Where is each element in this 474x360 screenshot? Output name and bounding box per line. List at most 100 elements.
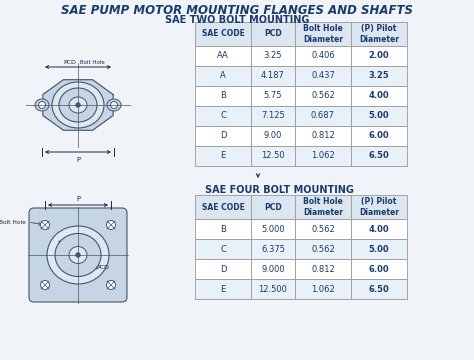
Bar: [251, 86, 295, 106]
Text: C: C: [220, 112, 226, 121]
Bar: [351, 195, 407, 219]
Text: 1.062: 1.062: [311, 152, 335, 161]
Bar: [251, 239, 295, 259]
Bar: [351, 126, 407, 146]
Bar: [295, 146, 351, 166]
Text: 1.062: 1.062: [311, 284, 335, 293]
Text: 5.000: 5.000: [261, 225, 285, 234]
Ellipse shape: [40, 220, 49, 230]
Bar: [195, 106, 251, 126]
Text: (P) Pilot
Diameter: (P) Pilot Diameter: [359, 24, 399, 44]
Polygon shape: [43, 80, 113, 130]
Bar: [351, 279, 407, 299]
Ellipse shape: [107, 280, 116, 289]
Text: SAE FOUR BOLT MOUNTING: SAE FOUR BOLT MOUNTING: [205, 185, 354, 195]
Text: Bolt Hole
Diameter: Bolt Hole Diameter: [303, 24, 343, 44]
Ellipse shape: [76, 253, 80, 257]
Bar: [295, 22, 351, 46]
Bar: [251, 146, 295, 166]
Text: 3.25: 3.25: [369, 72, 389, 81]
Ellipse shape: [52, 82, 104, 128]
Bar: [351, 86, 407, 106]
Bar: [251, 259, 295, 279]
Bar: [251, 126, 295, 146]
Text: B: B: [220, 225, 226, 234]
Bar: [351, 146, 407, 166]
Ellipse shape: [76, 103, 80, 107]
Bar: [195, 46, 251, 66]
Bar: [351, 46, 407, 66]
Text: Bolt Hole: Bolt Hole: [80, 60, 104, 65]
Text: P: P: [76, 196, 80, 202]
Bar: [195, 259, 251, 279]
Text: 6.375: 6.375: [261, 244, 285, 253]
Text: 6.00: 6.00: [369, 265, 389, 274]
Bar: [195, 239, 251, 259]
Bar: [195, 195, 251, 219]
Bar: [195, 126, 251, 146]
Text: B: B: [220, 91, 226, 100]
Bar: [351, 239, 407, 259]
Ellipse shape: [107, 220, 116, 230]
Text: 0.812: 0.812: [311, 265, 335, 274]
Text: SAE PUMP MOTOR MOUNTING FLANGES AND SHAFTS: SAE PUMP MOTOR MOUNTING FLANGES AND SHAF…: [61, 4, 413, 17]
Bar: [295, 106, 351, 126]
Text: 4.187: 4.187: [261, 72, 285, 81]
Ellipse shape: [110, 102, 118, 108]
Bar: [195, 219, 251, 239]
Ellipse shape: [69, 247, 87, 264]
Bar: [351, 22, 407, 46]
Text: E: E: [220, 284, 226, 293]
Text: 9.00: 9.00: [264, 131, 282, 140]
Ellipse shape: [38, 102, 46, 108]
Ellipse shape: [55, 234, 101, 276]
Text: 4.00: 4.00: [369, 225, 389, 234]
Bar: [295, 279, 351, 299]
Bar: [295, 126, 351, 146]
Bar: [251, 195, 295, 219]
Bar: [295, 86, 351, 106]
Text: 5.75: 5.75: [264, 91, 282, 100]
Text: SAE CODE: SAE CODE: [201, 30, 245, 39]
Text: D: D: [220, 265, 226, 274]
Text: (P) Pilot
Diameter: (P) Pilot Diameter: [359, 197, 399, 217]
Bar: [251, 106, 295, 126]
Text: 5.00: 5.00: [369, 244, 389, 253]
Text: D: D: [220, 131, 226, 140]
Bar: [295, 195, 351, 219]
Bar: [251, 66, 295, 86]
Ellipse shape: [59, 88, 97, 122]
Bar: [351, 259, 407, 279]
Text: Bolt Hole: Bolt Hole: [0, 220, 26, 225]
Text: 2.00: 2.00: [369, 51, 389, 60]
Text: PCD: PCD: [264, 30, 282, 39]
Text: C: C: [220, 244, 226, 253]
FancyBboxPatch shape: [29, 208, 127, 302]
Text: 0.562: 0.562: [311, 244, 335, 253]
Bar: [295, 46, 351, 66]
Text: PCD: PCD: [96, 265, 109, 270]
Text: 7.125: 7.125: [261, 112, 285, 121]
Bar: [195, 146, 251, 166]
Text: 5.00: 5.00: [369, 112, 389, 121]
Ellipse shape: [35, 99, 49, 111]
Text: 0.812: 0.812: [311, 131, 335, 140]
Text: 6.50: 6.50: [369, 284, 389, 293]
Bar: [351, 106, 407, 126]
Ellipse shape: [47, 226, 109, 284]
Ellipse shape: [107, 99, 121, 111]
Bar: [195, 86, 251, 106]
Bar: [251, 22, 295, 46]
Bar: [351, 66, 407, 86]
Bar: [351, 219, 407, 239]
Text: PCD: PCD: [64, 60, 76, 65]
Text: 9.000: 9.000: [261, 265, 285, 274]
Text: AA: AA: [217, 51, 229, 60]
Text: 0.437: 0.437: [311, 72, 335, 81]
Ellipse shape: [69, 97, 87, 113]
Bar: [195, 279, 251, 299]
Text: 12.500: 12.500: [258, 284, 287, 293]
Bar: [251, 219, 295, 239]
Ellipse shape: [40, 280, 49, 289]
Text: P: P: [76, 157, 80, 163]
